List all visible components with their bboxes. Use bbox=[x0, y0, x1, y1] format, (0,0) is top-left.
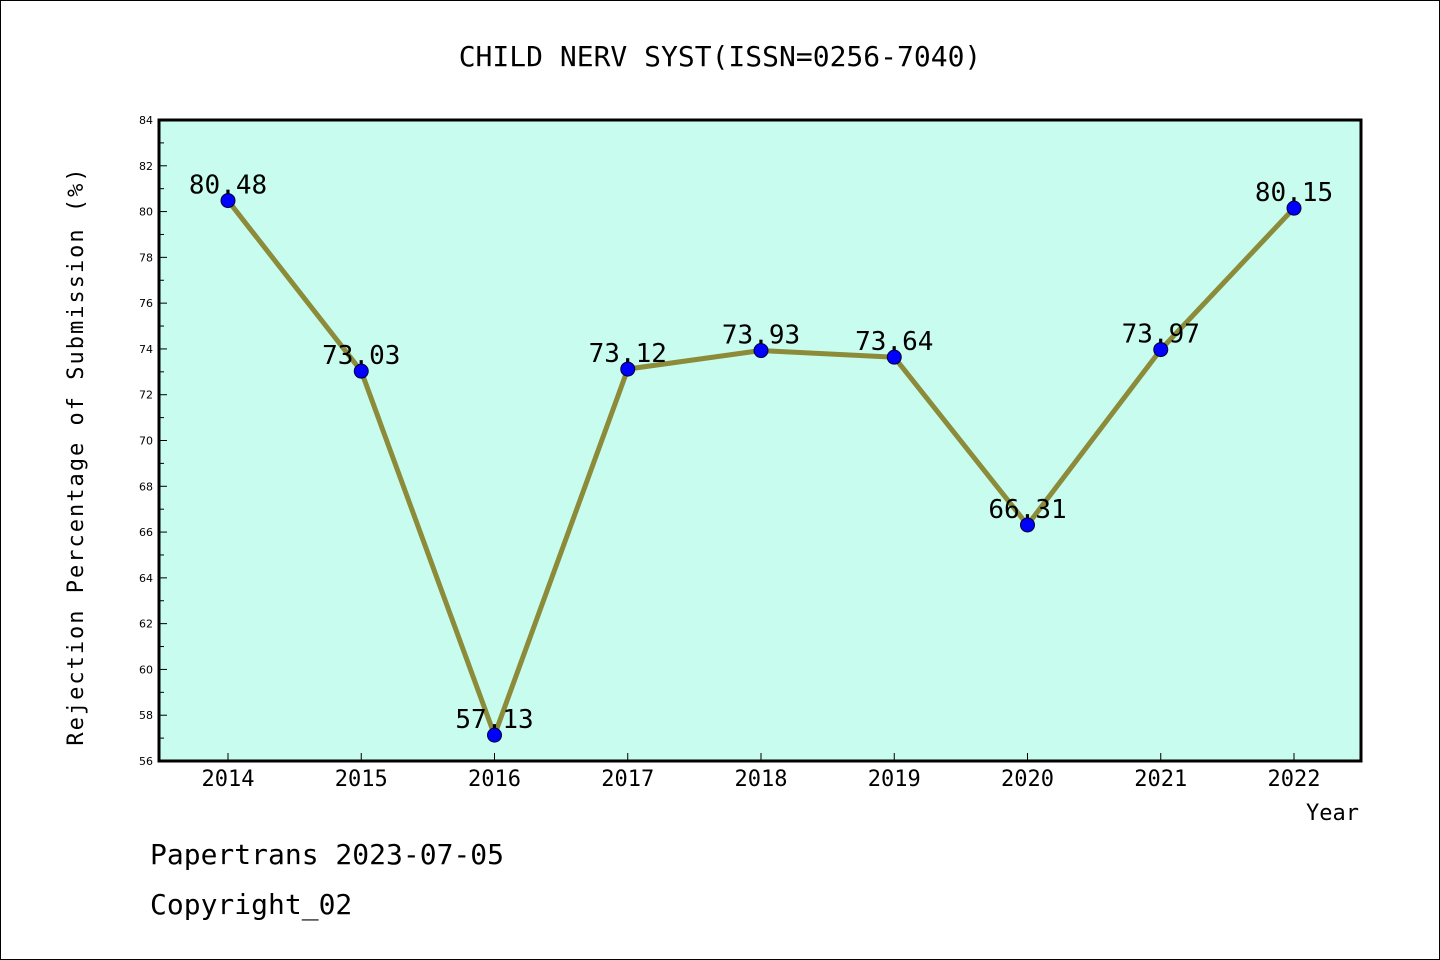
x-tick-label: 2020 bbox=[1001, 767, 1054, 792]
y-tick-label: 70 bbox=[139, 435, 153, 448]
data-point bbox=[353, 363, 369, 379]
x-tick-label: 2017 bbox=[601, 767, 654, 792]
y-tick-label: 74 bbox=[139, 343, 153, 356]
plot-area bbox=[157, 118, 1363, 763]
y-tick-label: 62 bbox=[139, 618, 153, 631]
x-axis-label: Year bbox=[1306, 801, 1359, 826]
data-label: 80.15 bbox=[1255, 178, 1333, 208]
data-point bbox=[1286, 200, 1302, 216]
y-tick-label: 84 bbox=[139, 114, 153, 127]
x-tick-label: 2018 bbox=[735, 767, 788, 792]
y-tick-label: 60 bbox=[139, 663, 153, 676]
footer-copyright: Copyright_02 bbox=[150, 888, 352, 922]
x-tick-label: 2014 bbox=[202, 767, 255, 792]
data-label: 73.12 bbox=[589, 339, 667, 369]
data-label: 66.31 bbox=[988, 495, 1066, 525]
y-axis-ticks: 56 58 60 62 64 66 68 70 72 74 76 78 80 82 84 bbox=[139, 114, 167, 768]
y-tick-label: 64 bbox=[139, 572, 153, 585]
data-label: 73.03 bbox=[322, 341, 400, 371]
y-tick-label: 82 bbox=[139, 160, 153, 173]
y-axis-label: Rejection Percentage of Submission (%) bbox=[64, 166, 89, 745]
data-point bbox=[220, 193, 236, 209]
series-markers bbox=[220, 193, 1302, 743]
y-tick-label: 76 bbox=[139, 297, 153, 310]
data-label: 73.97 bbox=[1122, 320, 1200, 350]
data-label: 57.13 bbox=[455, 705, 533, 735]
y-tick-label: 58 bbox=[139, 709, 153, 722]
chart-title: CHILD NERV SYST(ISSN=0256-7040) bbox=[459, 40, 982, 73]
x-axis-ticks: 2014 2015 2016 2017 2018 2019 2020 2021 2022 bbox=[202, 753, 1321, 792]
y-tick-label: 68 bbox=[139, 480, 153, 493]
y-tick-label: 80 bbox=[139, 206, 153, 219]
data-labels: 80.48 73.03 57.13 73.12 73.93 73.64 66.31 73.97… bbox=[189, 171, 1333, 736]
x-tick-label: 2019 bbox=[868, 767, 921, 792]
footer-date: Papertrans 2023-07-05 bbox=[150, 838, 504, 871]
data-point bbox=[886, 349, 902, 365]
data-label: 80.48 bbox=[189, 171, 267, 201]
data-point bbox=[1020, 517, 1035, 533]
data-point bbox=[1153, 342, 1169, 358]
data-point bbox=[487, 727, 502, 743]
data-label: 73.93 bbox=[722, 321, 800, 351]
x-tick-label: 2016 bbox=[468, 767, 521, 792]
y-tick-label: 78 bbox=[139, 251, 153, 264]
x-tick-label: 2015 bbox=[335, 767, 388, 792]
data-point bbox=[620, 361, 636, 377]
y-tick-label: 56 bbox=[139, 755, 153, 768]
x-tick-label: 2022 bbox=[1268, 767, 1321, 792]
data-label: 73.64 bbox=[855, 327, 933, 357]
x-tick-label: 2021 bbox=[1134, 767, 1187, 792]
y-tick-label: 66 bbox=[139, 526, 153, 539]
data-point bbox=[753, 343, 769, 359]
y-tick-label: 72 bbox=[139, 389, 153, 402]
